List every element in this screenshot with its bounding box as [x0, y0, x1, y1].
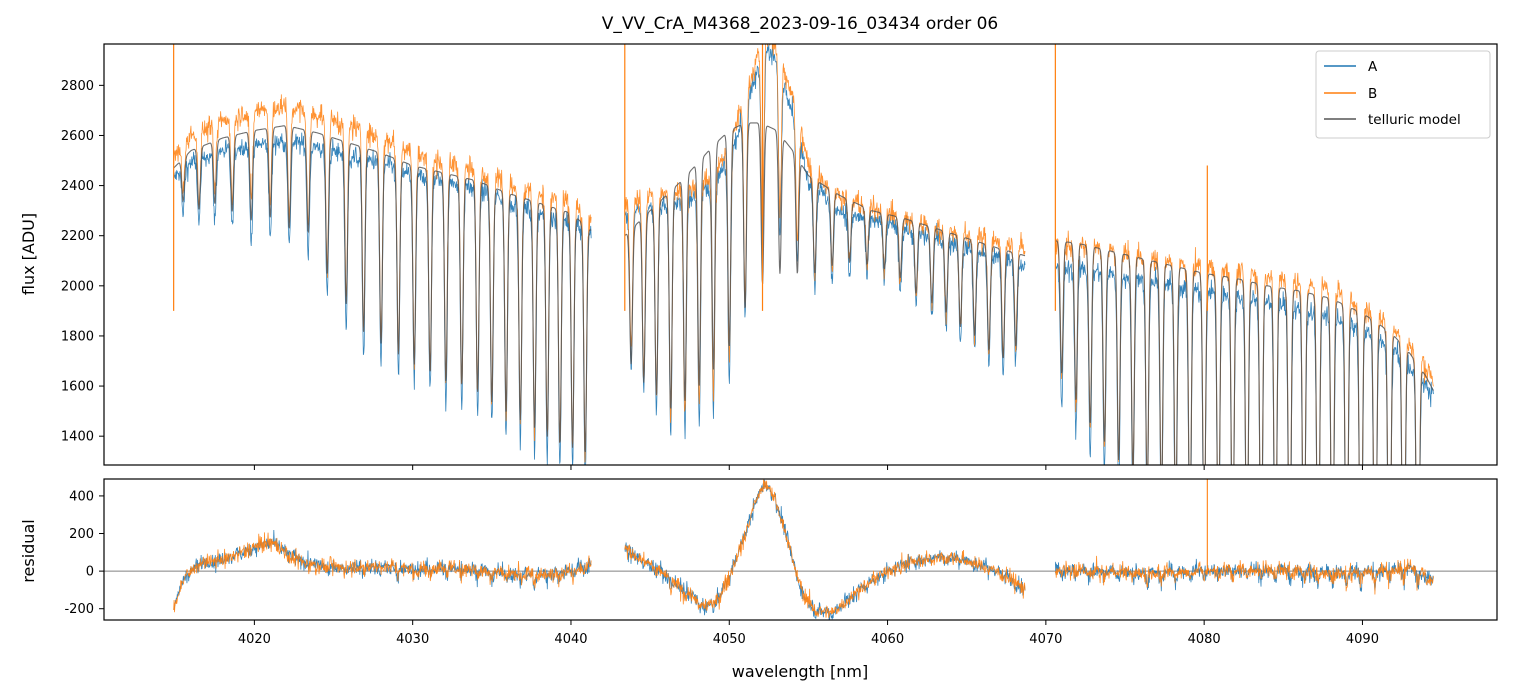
- legend-box: [1315, 50, 1491, 139]
- telluric-model-line-segment-3: [1055, 240, 1434, 465]
- residual-x-ticks: 4020 4030 4040 4050 4060 4070 4080 4090: [238, 620, 1379, 647]
- residual-y-tick-label: -200: [64, 602, 94, 617]
- residual-y-tick-label: 0: [86, 565, 94, 580]
- flux-y-ticks: 1400 1600 1800 2000 2200 2400 2600 2800: [61, 79, 104, 445]
- residual-x-tick-label: 4020: [238, 632, 271, 647]
- flux-y-tick-label: 2000: [61, 279, 94, 294]
- residual-lines: [173, 479, 1434, 620]
- residual-y-axis-label: residual: [19, 519, 38, 582]
- legend-label-b: B: [1368, 86, 1377, 102]
- residual-x-tick-label: 4050: [713, 632, 746, 647]
- flux-axes-frame: [103, 43, 1498, 466]
- flux-y-tick-label: 1600: [61, 380, 94, 395]
- flux-y-tick-label: 2800: [61, 79, 94, 94]
- flux-y-tick-label: 1800: [61, 329, 94, 344]
- legend: A B telluric model: [1315, 50, 1491, 139]
- residual-x-tick-label: 4040: [554, 632, 587, 647]
- legend-label-a: A: [1368, 59, 1378, 75]
- residual-x-tick-label: 4090: [1346, 632, 1379, 647]
- flux-y-tick-label: 2600: [61, 129, 94, 144]
- residual-axes-frame: [103, 478, 1498, 621]
- residual-x-tick-label: 4030: [396, 632, 429, 647]
- chart-title: V_VV_CrA_M4368_2023-09-16_03434 order 06: [602, 14, 998, 34]
- residual-panel: -200 0 200 400 4020 4030 4040 4050 4060 4070 4080…: [19, 478, 1498, 681]
- residual-b-line-segment-1: [173, 532, 592, 613]
- residual-x-tick-label: 4070: [1029, 632, 1062, 647]
- residual-x-tick-label: 4060: [871, 632, 904, 647]
- telluric-model-line-segment-1: [173, 125, 592, 453]
- residual-b-line-segment-2: [624, 479, 1026, 619]
- telluric-model-line-segment-2: [624, 122, 1026, 409]
- residual-y-tick-label: 200: [69, 527, 94, 542]
- flux-y-tick-label: 2200: [61, 229, 94, 244]
- residual-series-group: [104, 479, 1497, 620]
- residual-y-tick-label: 400: [69, 489, 94, 504]
- flux-y-tick-label: 1400: [61, 430, 94, 445]
- residual-y-ticks: -200 0 200 400: [64, 489, 104, 617]
- legend-label-model: telluric model: [1368, 112, 1461, 128]
- residual-x-tick-label: 4080: [1188, 632, 1221, 647]
- flux-panel: 1400 1600 1800 2000 2200 2400 2600 2800 flux [A…: [19, 43, 1498, 470]
- flux-series-group: [173, 44, 1434, 465]
- flux-y-axis-label: flux [ADU]: [19, 213, 38, 295]
- flux-y-tick-label: 2400: [61, 179, 94, 194]
- flux-lines: [173, 44, 1434, 465]
- x-axis-label: wavelength [nm]: [732, 662, 869, 681]
- flux-x-ticks: [253, 465, 1363, 470]
- residual-b-line-segment-3: [1054, 555, 1434, 595]
